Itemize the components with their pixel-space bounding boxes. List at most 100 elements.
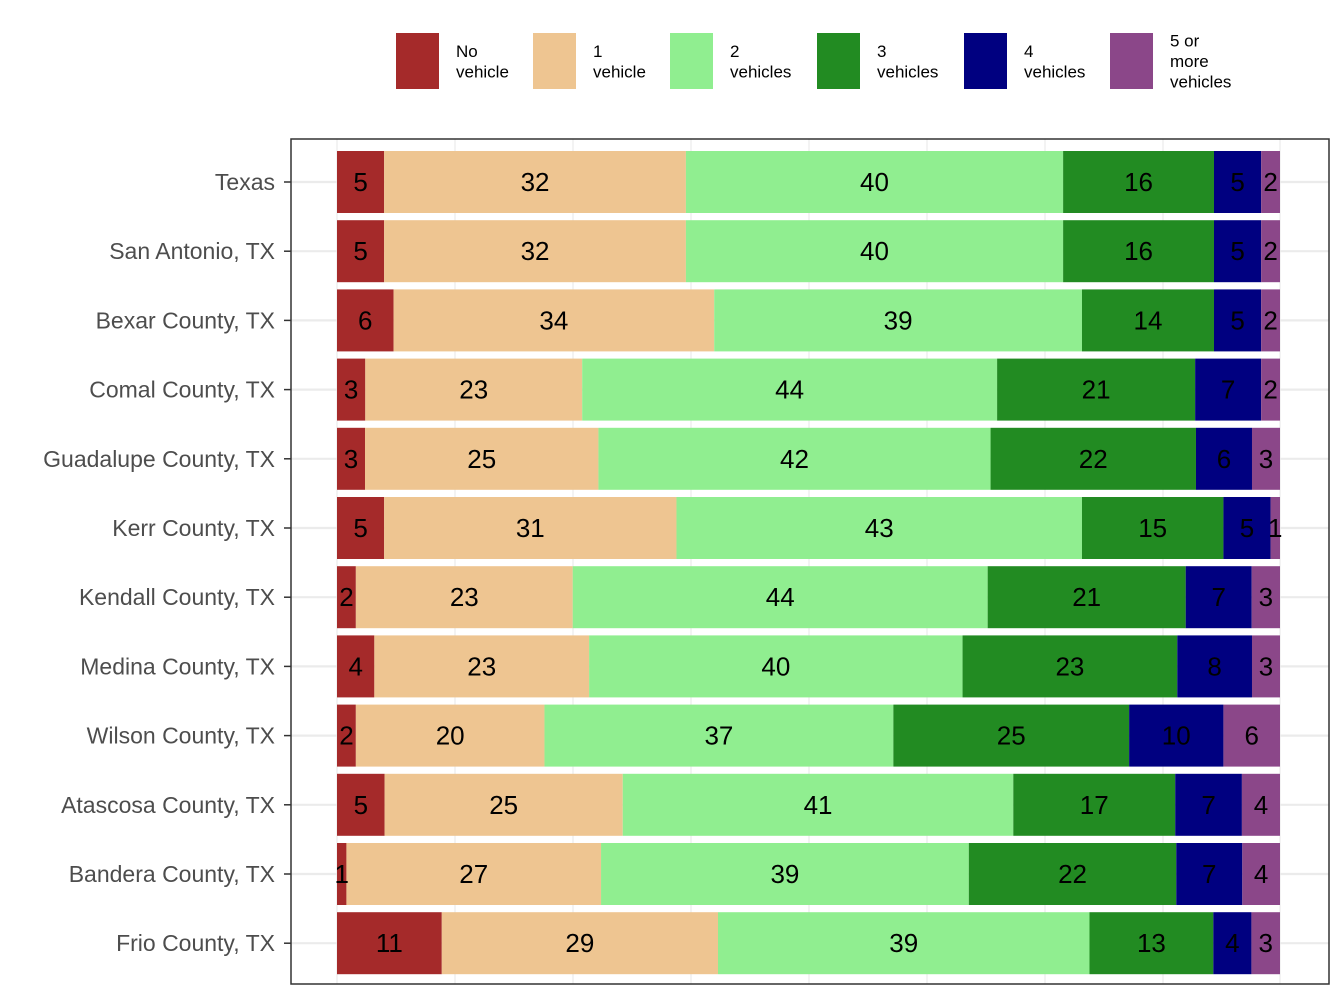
bar-segment (1242, 843, 1280, 905)
bar-segment (1241, 773, 1280, 836)
bar-segment (1063, 220, 1214, 283)
legend-label: 4 vehicles (1024, 42, 1085, 82)
data-label: 5 (353, 513, 367, 543)
bar-segment (1089, 912, 1214, 975)
data-label: 2 (1263, 375, 1277, 405)
bar-segment (1223, 704, 1280, 767)
data-label: 20 (436, 721, 465, 751)
data-label: 2 (1263, 236, 1277, 266)
y-tick-label: Comal County, TX (89, 377, 275, 403)
bar-segment (962, 635, 1178, 698)
bar-segment (384, 497, 677, 559)
bar-segment (598, 427, 991, 490)
data-label: 7 (1201, 790, 1215, 820)
data-label: 11 (376, 928, 403, 958)
data-label: 44 (766, 582, 795, 612)
bar-segment (1251, 635, 1280, 698)
bar-segment (355, 566, 573, 629)
legend-label: 5 or more vehicles (1170, 32, 1231, 92)
data-label: 7 (1221, 375, 1235, 405)
data-label: 17 (1080, 790, 1109, 820)
data-label: 13 (1137, 928, 1166, 958)
bar-segment (987, 566, 1186, 629)
bar-segment (346, 843, 602, 905)
data-label: 21 (1072, 582, 1101, 612)
bar-segment (384, 151, 686, 213)
y-tick-label: Atascosa County, TX (61, 792, 275, 818)
data-label: 44 (775, 375, 804, 405)
bar-segment (1176, 843, 1243, 905)
bar-segment (1261, 151, 1280, 213)
data-label: 4 (1254, 859, 1268, 889)
bar-segment (337, 912, 442, 975)
data-label: 3 (1259, 651, 1273, 681)
bar-segment (714, 289, 1082, 352)
data-label: 5 (1230, 236, 1244, 266)
data-label: 2 (1263, 167, 1277, 197)
bar-segment (337, 773, 385, 836)
bar-segment (1251, 566, 1280, 629)
bar-segment (997, 358, 1196, 421)
data-label: 21 (1082, 375, 1111, 405)
bar-segment (893, 704, 1130, 767)
data-label: 3 (344, 444, 358, 474)
bar-segment (365, 358, 583, 421)
data-label: 10 (1162, 721, 1191, 751)
data-labels: 5 32 40 16 5 25 32 40 16 5 26 34 39 14 5 23 23 44 21 7 23 25 4… (334, 167, 1282, 958)
y-tick-label: Kendall County, TX (79, 584, 275, 610)
data-label: 23 (459, 375, 488, 405)
y-tick-label: Bandera County, TX (69, 861, 275, 887)
data-label: 3 (344, 375, 358, 405)
data-label: 3 (1259, 444, 1273, 474)
data-label: 3 (1259, 582, 1273, 612)
data-label: 14 (1134, 305, 1163, 335)
data-label: 42 (780, 444, 809, 474)
data-label: 5 (354, 790, 368, 820)
data-label: 32 (521, 167, 550, 197)
data-label: 2 (339, 721, 353, 751)
data-label: 5 (1230, 167, 1244, 197)
legend-key (1110, 33, 1153, 89)
data-label: 5 (1230, 305, 1244, 335)
data-label: 5 (1240, 513, 1254, 543)
bar-segment (676, 497, 1082, 559)
legend-key (817, 33, 860, 89)
data-label: 39 (889, 928, 918, 958)
bar-segment (685, 151, 1064, 213)
legend: No vehicle 1 vehicle 2 vehicles 3 vehicles 4 vehi… (396, 32, 1231, 92)
y-tick-label: Kerr County, TX (112, 515, 275, 541)
bar-segment (393, 289, 715, 352)
bar-segment (1213, 220, 1262, 283)
data-label: 25 (467, 444, 496, 474)
y-tick-label: Guadalupe County, TX (43, 446, 275, 472)
y-tick-label: Medina County, TX (80, 653, 275, 679)
y-tick-label: Bexar County, TX (96, 307, 275, 333)
bar-segment (337, 427, 366, 490)
data-label: 23 (467, 651, 496, 681)
legend-label: No vehicle (456, 42, 509, 82)
bar-segment (337, 843, 347, 905)
bar-segment (622, 773, 1014, 836)
bar-segment (355, 704, 545, 767)
bar-segment (544, 704, 894, 767)
bar-segment (1081, 289, 1214, 352)
bar-segment (1213, 289, 1262, 352)
data-label: 22 (1058, 859, 1087, 889)
legend-key (964, 33, 1007, 89)
data-label: 31 (516, 513, 545, 543)
y-axis: Texas San Antonio, TX Bexar County, TX Coma… (43, 169, 291, 956)
data-label: 5 (353, 167, 367, 197)
data-label: 7 (1211, 582, 1225, 612)
data-label: 23 (450, 582, 479, 612)
bar-segment (1261, 289, 1280, 352)
data-label: 43 (865, 513, 894, 543)
data-label: 22 (1079, 444, 1108, 474)
bar-segment (582, 358, 998, 421)
data-label: 4 (1225, 928, 1239, 958)
data-label: 27 (459, 859, 488, 889)
data-label: 6 (1244, 721, 1258, 751)
data-label: 1 (334, 859, 348, 889)
bar-segment (601, 843, 969, 905)
bar-segment (337, 220, 385, 283)
bar-segment (384, 220, 686, 283)
